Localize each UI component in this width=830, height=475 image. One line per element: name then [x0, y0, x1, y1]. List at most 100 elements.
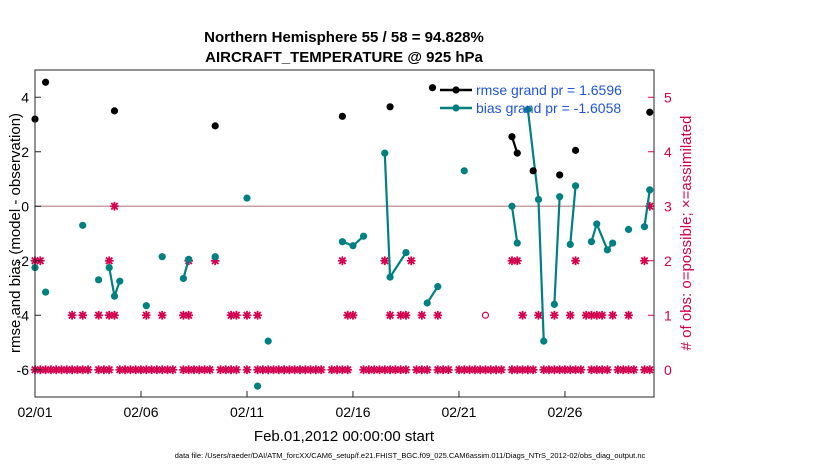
legend-rmse-label: rmse grand pr = 1.6596	[476, 82, 622, 98]
obs-assimilated-marker	[226, 365, 236, 375]
obs-assimilated-marker	[518, 365, 527, 375]
obs-assimilated-marker	[110, 201, 119, 211]
plot-background	[35, 70, 654, 397]
rmse-point	[556, 171, 564, 179]
obs-assimilated-marker	[624, 310, 633, 320]
obs-assimilated-marker	[523, 365, 533, 375]
bias-point	[640, 223, 649, 231]
obs-assimilated-marker	[57, 365, 66, 375]
obs-assimilated-marker	[226, 310, 236, 320]
obs-assimilated-marker	[41, 365, 50, 375]
y-tick-label-left: 0	[21, 198, 29, 214]
bias-point	[508, 202, 516, 210]
bias-point	[110, 292, 119, 300]
obs-assimilated-marker	[592, 365, 602, 375]
obs-assimilated-marker	[385, 310, 395, 320]
obs-assimilated-marker	[62, 365, 72, 375]
y-tick-label-left: -6	[17, 362, 30, 378]
obs-assimilated-marker	[194, 365, 204, 375]
obs-assimilated-marker	[200, 365, 209, 375]
obs-assimilated-marker	[104, 365, 114, 375]
bias-line-segment	[590, 220, 614, 253]
obs-assimilated-marker	[332, 365, 342, 375]
obs-assimilated-marker	[179, 310, 188, 320]
bias-point	[566, 240, 574, 248]
obs-assimilated-marker	[459, 365, 469, 375]
obs-assimilated-marker	[624, 365, 633, 375]
obs-assimilated-marker	[274, 365, 284, 375]
obs-assimilated-marker	[343, 310, 352, 320]
obs-assimilated-marker	[481, 365, 490, 375]
obs-assimilated-marker	[210, 256, 220, 266]
bias-point	[253, 382, 262, 390]
bias-point	[556, 193, 564, 201]
obs-assimilated-marker	[412, 365, 421, 375]
obs-assimilated-marker	[470, 365, 480, 375]
bias-point	[243, 194, 251, 202]
obs-assimilated-marker	[51, 365, 61, 375]
obs-assimilated-marker	[465, 365, 474, 375]
legend: rmse grand pr = 1.6596 bias grand pr = -…	[440, 82, 622, 116]
obs-assimilated-marker	[539, 365, 549, 375]
x-tick-label: 02/21	[441, 404, 476, 420]
obs-assimilated-marker	[454, 365, 464, 375]
obs-assimilated-marker	[507, 365, 517, 375]
obs-assimilated-marker	[242, 310, 252, 320]
obs-assimilated-marker	[327, 365, 337, 375]
obs-assimilated-marker	[46, 365, 56, 375]
obs-assimilated-marker	[433, 310, 443, 320]
obs-assimilated-marker	[232, 365, 241, 375]
obs-assimilated-marker	[587, 365, 596, 375]
obs-assimilated-marker	[104, 310, 114, 320]
obs-assimilated-marker	[120, 365, 130, 375]
obs-assimilated-marker	[592, 310, 602, 320]
obs-assimilated-marker	[391, 365, 400, 375]
obs-assimilated-marker	[565, 310, 575, 320]
obs-assimilated-marker	[253, 365, 262, 375]
obs-assimilated-marker	[534, 310, 543, 320]
y-axis-label-left: rmse and bias (model - observation)	[7, 113, 24, 353]
obs-assimilated-marker	[263, 365, 273, 375]
bias-point	[550, 300, 558, 308]
obs-assimilated-marker	[618, 365, 628, 375]
bias-point	[434, 283, 442, 291]
obs-assimilated-marker	[94, 310, 103, 320]
obs-assimilated-marker	[343, 365, 352, 375]
bias-point	[646, 186, 654, 194]
obs-assimilated-marker	[560, 365, 570, 375]
obs-assimilated-marker	[78, 365, 88, 375]
obs-assimilated-marker	[475, 365, 485, 375]
obs-assimilated-marker	[417, 365, 427, 375]
obs-assimilated-marker	[608, 310, 617, 320]
obs-assimilated-marker	[78, 310, 88, 320]
obs-assimilated-marker	[163, 365, 172, 375]
bias-point	[624, 225, 633, 234]
obs-assimilated-marker	[359, 365, 368, 375]
bias-point	[540, 337, 548, 345]
obs-assimilated-marker	[99, 365, 109, 375]
bias-point	[179, 274, 187, 283]
y-tick-label-left: -4	[17, 307, 30, 323]
obs-assimilated-marker	[311, 365, 321, 375]
bias-point	[587, 238, 596, 246]
bias-point	[593, 220, 601, 228]
obs-assimilated-marker	[380, 256, 390, 266]
obs-assimilated-marker	[136, 365, 146, 375]
bias-point	[359, 232, 368, 240]
bias-point	[423, 299, 431, 307]
chart-subtitle: AIRCRAFT_TEMPERATURE @ 925 hPa	[205, 49, 483, 66]
chart-title: Northern Hemisphere 55 / 58 = 94.828%	[204, 29, 484, 46]
bias-point	[349, 242, 357, 250]
bias-point	[158, 253, 166, 261]
bias-point	[264, 337, 272, 345]
obs-assimilated-marker	[157, 365, 167, 375]
obs-assimilated-marker	[348, 310, 358, 320]
obs-assimilated-marker	[364, 365, 374, 375]
bias-point	[338, 238, 346, 246]
obs-assimilated-marker	[338, 256, 347, 266]
obs-assimilated-marker	[438, 365, 448, 375]
obs-assimilated-marker	[375, 365, 384, 375]
bias-point	[609, 239, 617, 247]
x-tick-label: 02/06	[123, 404, 158, 420]
